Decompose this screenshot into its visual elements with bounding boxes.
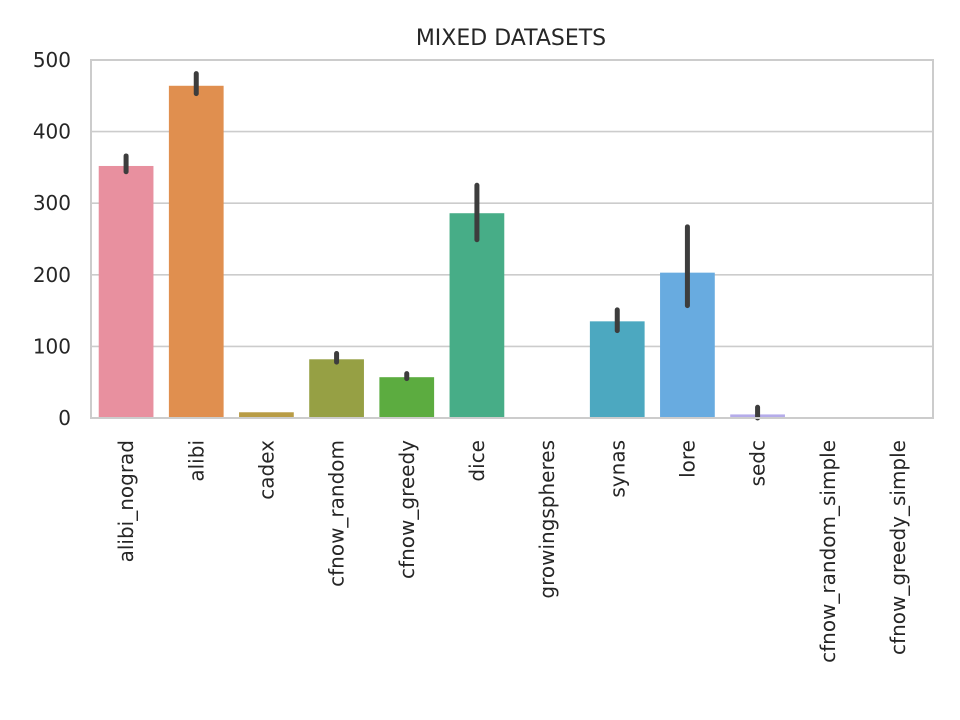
- error-bars: [123, 71, 761, 421]
- y-tick-label: 0: [58, 406, 71, 430]
- bar-alibi_nograd: [98, 165, 154, 418]
- bars: [98, 85, 926, 418]
- y-tick-label: 300: [33, 191, 71, 215]
- x-tick-label: cfnow_greedy_simple: [886, 440, 910, 655]
- bar-dice: [449, 213, 505, 418]
- x-tick-label: cadex: [254, 440, 278, 500]
- x-tick-label: lore: [675, 440, 699, 478]
- bar-alibi: [168, 85, 224, 418]
- x-tick-labels: alibi_nograd alibi cadex cfnow_random cfnow_…: [114, 440, 910, 663]
- x-tick-label: sedc: [746, 440, 770, 486]
- x-tick-label: cfnow_greedy: [395, 440, 419, 579]
- x-tick-label: alibi: [184, 440, 208, 482]
- x-tick-label: cfnow_random: [325, 440, 349, 587]
- x-tick-label: alibi_nograd: [114, 440, 138, 562]
- chart-title: MIXED DATASETS: [416, 26, 606, 51]
- bar-cfnow_random: [309, 359, 364, 418]
- plot-frame: [90, 59, 934, 419]
- x-tick-label: growingspheres: [535, 440, 559, 599]
- bar-synas: [589, 321, 645, 418]
- y-tick-label: 500: [33, 48, 71, 72]
- y-tick-label: 400: [33, 120, 71, 144]
- x-tick-label: dice: [465, 440, 489, 482]
- bar-cadex: [239, 412, 294, 418]
- x-tick-label: cfnow_random_simple: [816, 440, 840, 663]
- x-tick-label: synas: [605, 440, 629, 498]
- y-tick-label: 200: [33, 263, 71, 287]
- bar-cfnow_greedy: [379, 377, 435, 418]
- y-tick-labels: 0 100 200 300 400 500: [33, 48, 71, 430]
- y-tick-label: 100: [33, 334, 71, 358]
